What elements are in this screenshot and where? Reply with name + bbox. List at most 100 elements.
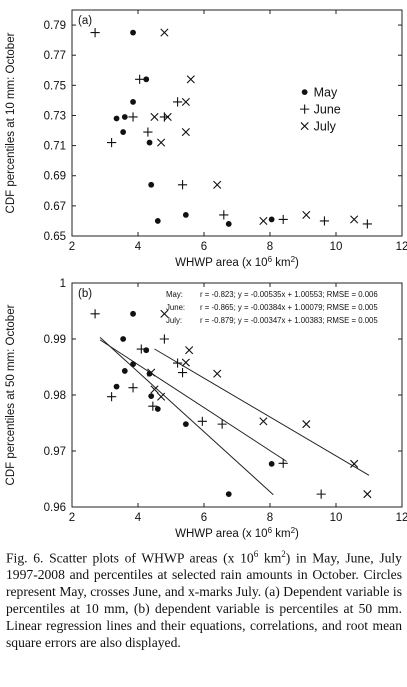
data-point-june xyxy=(319,216,330,226)
data-point-may xyxy=(120,336,127,342)
x-axis-label-part: km xyxy=(272,528,291,540)
x-axis-label-part: 2 xyxy=(291,255,296,264)
data-point-june xyxy=(278,214,288,225)
data-point-july xyxy=(150,112,159,122)
data-point-june xyxy=(173,358,183,368)
plot-frame-a xyxy=(71,9,403,237)
data-point-may xyxy=(121,368,128,374)
data-point-may xyxy=(268,216,275,223)
data-point-july xyxy=(147,368,156,377)
annotation-equation: r = -0.879; y = -0.00347x + 1.00383; RMS… xyxy=(200,316,378,325)
legend-marker-july xyxy=(300,122,309,131)
legend-label-may: May xyxy=(314,86,338,100)
x-axis-label-part: WHWP area (x 10 xyxy=(175,257,267,269)
annotation-month-label: May: xyxy=(166,290,183,299)
data-point-july xyxy=(160,309,169,318)
x-axis-label-part: 6 xyxy=(268,526,273,535)
data-point-may xyxy=(148,181,155,188)
y-tick-label: 0.67 xyxy=(44,201,66,213)
data-point-june xyxy=(107,137,117,148)
data-point-july xyxy=(185,346,194,355)
x-axis-label-part: 2 xyxy=(291,526,296,535)
data-point-may xyxy=(182,212,189,218)
data-point-may xyxy=(120,129,127,135)
data-point-july xyxy=(363,490,372,499)
x-tick-label: 4 xyxy=(135,241,142,253)
caption-text-2: km xyxy=(258,550,282,566)
y-tick-label: 0.79 xyxy=(44,20,66,32)
data-point-may xyxy=(154,218,161,224)
x-axis-label-part: ) xyxy=(295,528,299,540)
data-point-june xyxy=(362,219,372,229)
x-tick-label: 12 xyxy=(396,512,407,524)
regression-line-may xyxy=(99,337,274,496)
y-tick-label: 0.65 xyxy=(44,231,66,243)
caption-text-1: Scatter plots of WHWP areas (x 10 xyxy=(43,550,254,566)
data-point-may xyxy=(225,491,232,498)
annotation-equation: r = -0.823; y = -0.00535x + 1.00553; RMS… xyxy=(200,290,378,299)
data-point-july xyxy=(350,215,359,224)
y-tick-label: 1 xyxy=(60,278,66,290)
y-tick-label: 0.75 xyxy=(44,80,66,92)
data-point-june xyxy=(148,401,158,411)
data-point-june xyxy=(177,368,188,378)
y-tick-label: 0.71 xyxy=(44,141,66,153)
chart-panel-a: 2 4 6 8 10 12 0.65 0.67 0.69 0.71 0.73 0.75 0.77 0.79… xyxy=(5,9,407,269)
data-point-june xyxy=(159,334,169,344)
y-axis-label-b: CDF percentiles at 50 mm: October xyxy=(5,304,17,485)
x-tick-label: 2 xyxy=(69,512,75,524)
data-point-may xyxy=(130,361,136,368)
data-point-june xyxy=(173,97,183,107)
y-tick-label: 0.97 xyxy=(44,446,66,458)
annotation-equation: r = -0.865; y = -0.00384x + 1.00079; RMS… xyxy=(200,303,378,312)
chart-panel-b: 2 4 6 8 10 12 0.96 0.97 0.98 0.99 1 WHWP area (x 10… xyxy=(5,278,407,540)
data-point-june xyxy=(135,74,145,84)
annotation-month-label: June: xyxy=(166,303,185,312)
data-point-july xyxy=(181,97,190,106)
panel-label-a: (a) xyxy=(78,15,92,27)
panel-label-b: (b) xyxy=(78,288,92,300)
x-tick-label: 4 xyxy=(135,512,142,524)
data-point-may xyxy=(154,406,161,412)
y-tick-label: 0.77 xyxy=(44,50,66,62)
data-point-july xyxy=(181,127,190,137)
data-point-may xyxy=(143,76,150,83)
caption-exponent-1: 6 xyxy=(253,549,259,559)
regression-line-july xyxy=(154,348,370,476)
x-tick-label: 2 xyxy=(69,241,75,253)
x-tick-label: 10 xyxy=(330,512,343,524)
x-tick-label: 10 xyxy=(330,241,343,253)
data-point-june xyxy=(128,112,138,122)
y-tick-label: 0.73 xyxy=(44,110,66,122)
data-point-may xyxy=(130,99,136,105)
data-point-june xyxy=(197,416,207,426)
x-tick-label: 12 xyxy=(396,241,407,253)
x-tick-label: 6 xyxy=(201,512,207,524)
data-point-may xyxy=(268,460,275,467)
x-axis-label-part: 6 xyxy=(268,255,273,264)
data-point-july xyxy=(259,417,268,426)
data-point-may xyxy=(143,347,150,354)
data-point-may xyxy=(113,115,120,122)
data-point-july xyxy=(186,75,195,84)
x-axis-label-part: ) xyxy=(295,257,299,269)
x-axis-label-part: WHWP area (x 10 xyxy=(175,528,267,540)
data-point-july xyxy=(350,459,359,468)
data-point-july xyxy=(181,358,190,367)
data-point-june xyxy=(90,28,100,38)
data-point-july xyxy=(157,138,166,147)
data-point-july xyxy=(213,180,222,189)
data-point-july xyxy=(157,392,166,401)
data-point-june xyxy=(128,383,138,393)
caption-exponent-2: 2 xyxy=(281,549,286,559)
y-tick-label: 0.98 xyxy=(44,390,66,402)
data-point-june xyxy=(217,419,227,429)
legend-marker-may xyxy=(301,89,308,96)
y-tick-label: 0.99 xyxy=(44,334,66,346)
y-tick-label: 0.69 xyxy=(44,171,66,183)
data-point-may xyxy=(225,221,232,227)
data-point-may xyxy=(113,383,120,390)
figure: 2 4 6 8 10 120.650.670.690.710.730.750.770.79… xyxy=(5,9,407,540)
data-point-july xyxy=(160,28,169,37)
annotation-month-label: July: xyxy=(166,316,182,325)
